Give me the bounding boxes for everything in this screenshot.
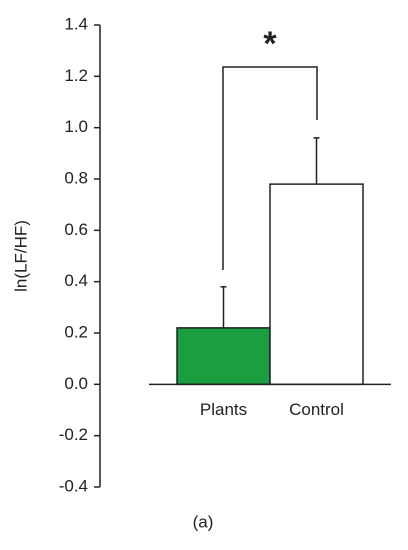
y-tick-label: -0.2 [59,425,88,444]
y-tick-label: 0.6 [64,220,88,239]
y-tick-label: 0.4 [64,271,88,290]
significance-bracket [222,66,318,270]
y-axis-label: ln(LF/HF) [11,220,30,292]
y-tick-label: 0.2 [64,322,88,341]
y-tick-label: 0.0 [64,374,88,393]
y-tick-label: 1.0 [64,117,88,136]
bar [176,327,271,386]
x-tick-label: Control [289,400,344,419]
y-tick-label: 0.8 [64,168,88,187]
y-tick-label: 1.4 [64,14,88,33]
bar [269,183,364,386]
x-tick-label: Plants [200,400,247,419]
x-axis-label: (a) [193,512,214,531]
y-tick-label: 1.2 [64,66,88,85]
significance-marker: * [263,25,277,63]
y-tick-label: -0.4 [59,476,88,495]
